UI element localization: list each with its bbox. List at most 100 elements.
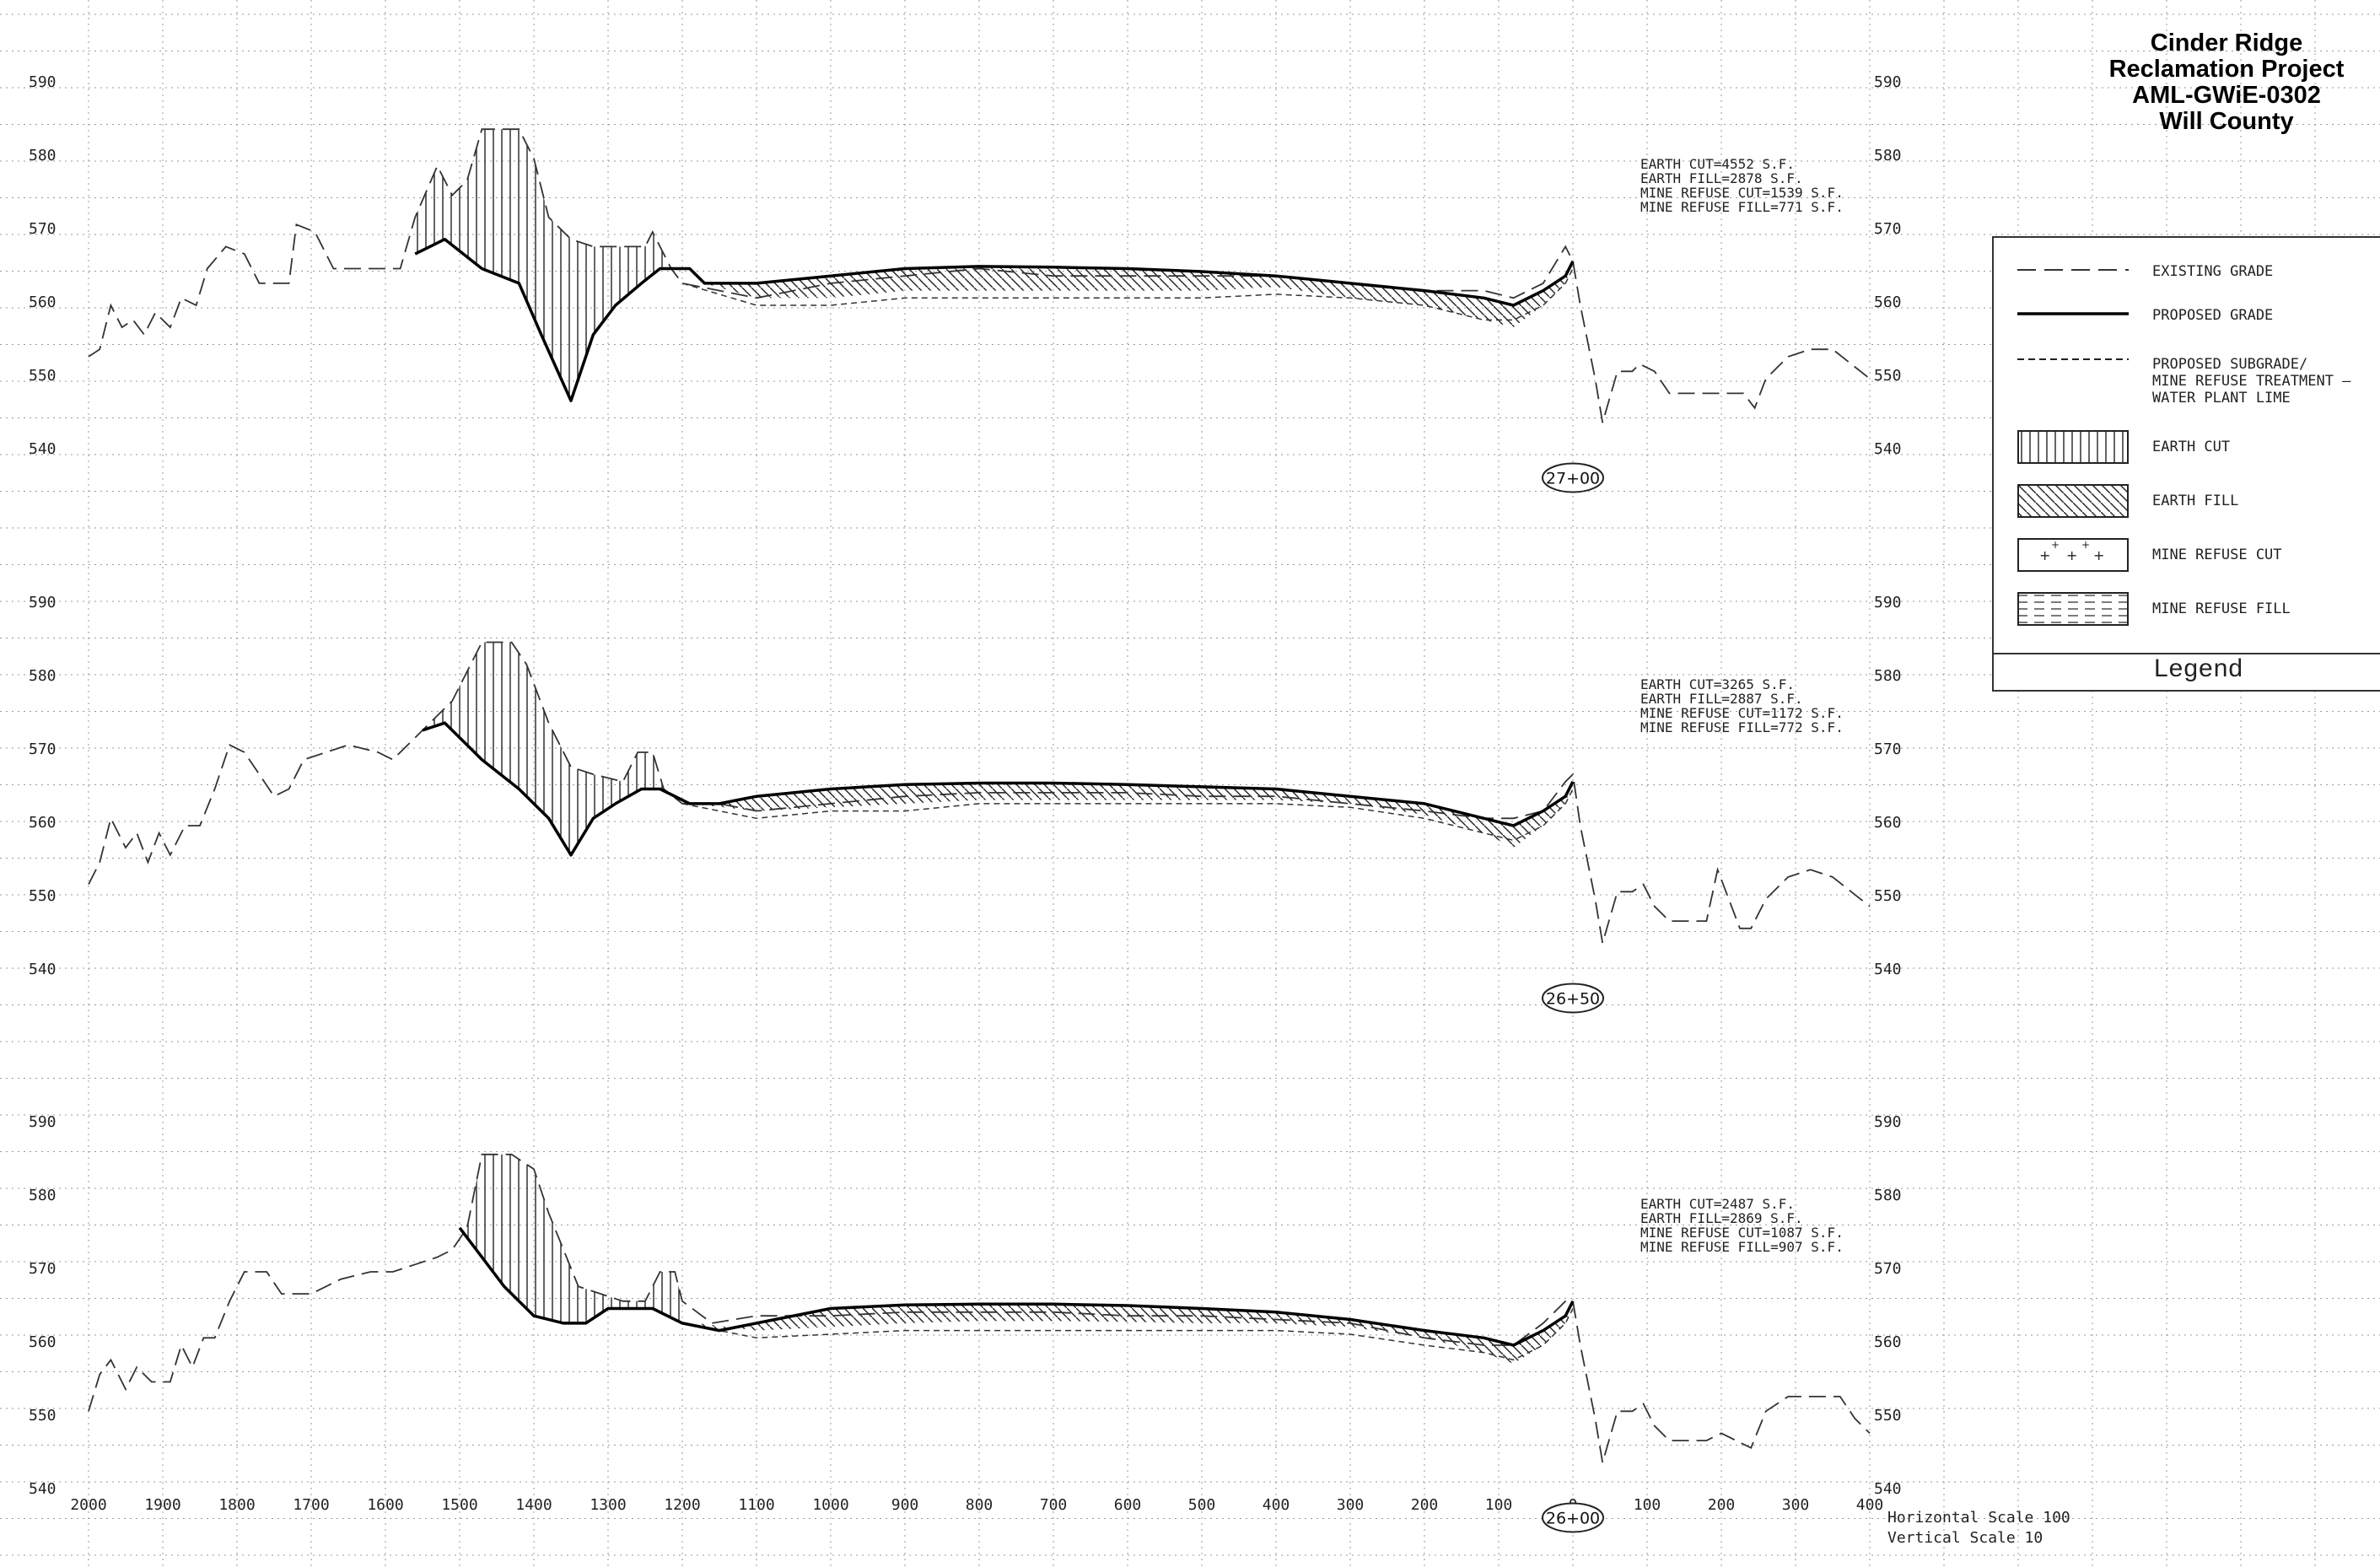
offset-label: 1100 [738,1496,774,1514]
offset-label: 800 [966,1496,993,1514]
title-block: Cinder Ridge Reclamation Project AML-GWi… [2058,30,2380,135]
elevation-label-left: 550 [29,887,57,905]
diagonal-hatch-icon [2017,484,2129,518]
station-label: 27+00 [1546,469,1600,487]
offset-label: 1700 [293,1496,329,1514]
elevation-label-left: 570 [29,740,57,758]
legend-title: Legend [2154,654,2244,682]
legend-divider [1994,653,2380,654]
elevation-label-left: 590 [29,594,57,611]
project-subtitle: Reclamation Project [2108,56,2345,83]
quantity-label: MINE REFUSE FILL=907 S.F. [1640,1239,1844,1255]
station-label: 26+00 [1546,1509,1600,1527]
offset-label: 400 [1856,1496,1884,1514]
offset-label: 1900 [144,1496,180,1514]
offset-label: 900 [891,1496,919,1514]
elevation-label-right: 580 [1874,147,1902,164]
short-dash-line-icon [2017,358,2129,360]
svg-text:+: + [2039,547,2050,563]
legend-item-existing-grade: EXISTING GRADE [1994,255,2380,305]
elevation-label-right: 570 [1874,1260,1902,1278]
quantity-label: EARTH CUT=3265 S.F. [1640,676,1795,692]
existing-grade-line [88,1153,1871,1463]
earth-fill-area [697,1300,1573,1364]
solid-line-icon [2017,312,2129,315]
elevation-label-left: 550 [29,367,57,385]
station-marker [1542,462,1604,493]
svg-text:+: + [2066,547,2077,563]
earth-cut-area [415,129,682,401]
legend-label: PROPOSED SUBGRADE/ MINE REFUSE TREATMENT… [2152,356,2351,407]
offset-label: 2000 [70,1496,106,1514]
station-label: 26+50 [1546,989,1600,1008]
offset-label: 100 [1485,1496,1513,1514]
project-name: Cinder Ridge [2150,30,2303,57]
elevation-label-right: 590 [1874,594,1902,611]
horizontal-scale: Horizontal Scale 100 [1887,1509,2070,1527]
offset-label: 200 [1411,1496,1439,1514]
legend: EXISTING GRADE PROPOSED GRADE PROPOSED S… [1992,236,2380,692]
elevation-label-right: 590 [1874,1113,1902,1131]
quantity-label: EARTH FILL=2869 S.F. [1640,1210,1803,1226]
axis-labels: 590 590 580 580 570 570 560 560 550 550 540 540 590 5… [29,73,1902,1514]
horizontal-dash-pattern-icon [2017,592,2129,626]
plus-pattern-icon: + + + + + [2017,538,2129,572]
quantity-label: EARTH FILL=2887 S.F. [1640,691,1803,707]
legend-item-mine-refuse-cut: + + + + + MINE REFUSE CUT [1994,538,2380,589]
offset-label: 1600 [367,1496,403,1514]
quantity-label: MINE REFUSE CUT=1172 S.F. [1640,705,1844,721]
elevation-label-left: 580 [29,1187,57,1204]
sections: EARTH CUT=4552 S.F.EARTH FILL=2878 S.F.M… [88,128,1871,1533]
existing-grade-line [88,128,1871,423]
elevation-label-right: 560 [1874,814,1902,832]
quantity-label: MINE REFUSE FILL=771 S.F. [1640,199,1844,215]
proposed-grade-line [458,1226,1575,1347]
offset-label: 300 [1337,1496,1365,1514]
earth-fill-area [704,261,1573,328]
legend-label: MINE REFUSE FILL [2152,600,2291,617]
legend-label: EARTH FILL [2152,493,2239,509]
elevation-label-right: 540 [1874,440,1902,458]
elevation-label-left: 540 [29,1480,57,1498]
project-code: AML-GWiE-0302 [2132,82,2321,109]
offset-label: 700 [1040,1496,1068,1514]
station-marker [1542,983,1604,1014]
station-marker [1542,1502,1604,1533]
elevation-label-right: 570 [1874,220,1902,238]
quantity-label: MINE REFUSE FILL=772 S.F. [1640,719,1844,735]
offset-label: 200 [1708,1496,1736,1514]
subgrade-line [681,789,1574,842]
offset-label: 300 [1782,1496,1810,1514]
earth-fill-area [689,781,1573,848]
elevation-label-left: 540 [29,440,57,458]
elevation-label-left: 570 [29,220,57,238]
proposed-grade-line [414,237,1575,402]
elevation-label-left: 580 [29,147,57,164]
legend-item-earth-fill: EARTH FILL [1994,484,2380,535]
dashed-line-icon [2017,269,2129,271]
proposed-grade-line [422,721,1575,857]
offset-label: 500 [1188,1496,1216,1514]
legend-item-earth-cut: EARTH CUT [1994,430,2380,481]
elevation-label-right: 550 [1874,1407,1902,1424]
elevation-label-right: 580 [1874,667,1902,685]
quantity-label: MINE REFUSE CUT=1087 S.F. [1640,1225,1844,1241]
elevation-label-right: 580 [1874,1187,1902,1204]
offset-label: 1200 [664,1496,700,1514]
elevation-label-left: 580 [29,667,57,685]
elevation-label-right: 570 [1874,740,1902,758]
legend-item-proposed-grade: PROPOSED GRADE [1994,299,2380,349]
earth-cut-area [460,1154,682,1323]
quantity-label: MINE REFUSE CUT=1539 S.F. [1640,185,1844,201]
elevation-label-left: 560 [29,1333,57,1351]
elevation-label-right: 550 [1874,887,1902,905]
elevation-label-left: 540 [29,961,57,978]
elevation-label-right: 560 [1874,1333,1902,1351]
elevation-label-left: 550 [29,1407,57,1424]
quantity-label: EARTH FILL=2878 S.F. [1640,170,1803,186]
subgrade-line [681,268,1574,321]
vertical-scale: Vertical Scale 10 [1887,1529,2043,1547]
elevation-label-left: 590 [29,73,57,91]
